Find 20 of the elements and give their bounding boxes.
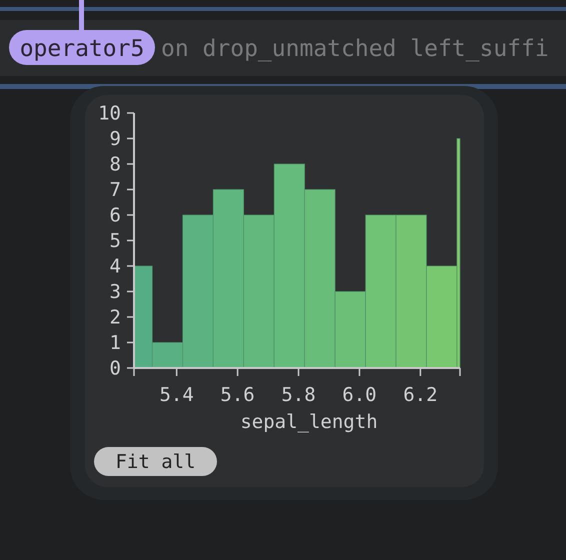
y-tick-label: 1 [110, 332, 121, 354]
y-tick-label: 6 [110, 204, 121, 227]
y-tick-label: 2 [110, 306, 121, 329]
y-tick-label: 4 [110, 256, 121, 278]
text: operator5 [20, 36, 144, 62]
text: Fit all [115, 451, 196, 474]
x-tick-label: 6.2 [403, 384, 438, 406]
x-tick-label: 6.0 [342, 384, 377, 406]
y-tick-label: 9 [110, 128, 121, 150]
y-tick-label: 7 [110, 179, 121, 202]
text: on drop_unmatched left_suffi [161, 36, 549, 62]
x-tick-label: 5.6 [220, 384, 255, 406]
y-tick-label: 8 [110, 154, 121, 176]
x-tick-label: 5.8 [281, 384, 316, 406]
y-tick-label: 0 [110, 358, 121, 380]
y-tick-label: 3 [110, 281, 121, 304]
y-tick-label: 5 [110, 230, 121, 252]
x-tick-label: 5.4 [159, 384, 194, 406]
x-axis-title: sepal_length [240, 411, 378, 433]
y-tick-label: 10 [98, 102, 121, 125]
